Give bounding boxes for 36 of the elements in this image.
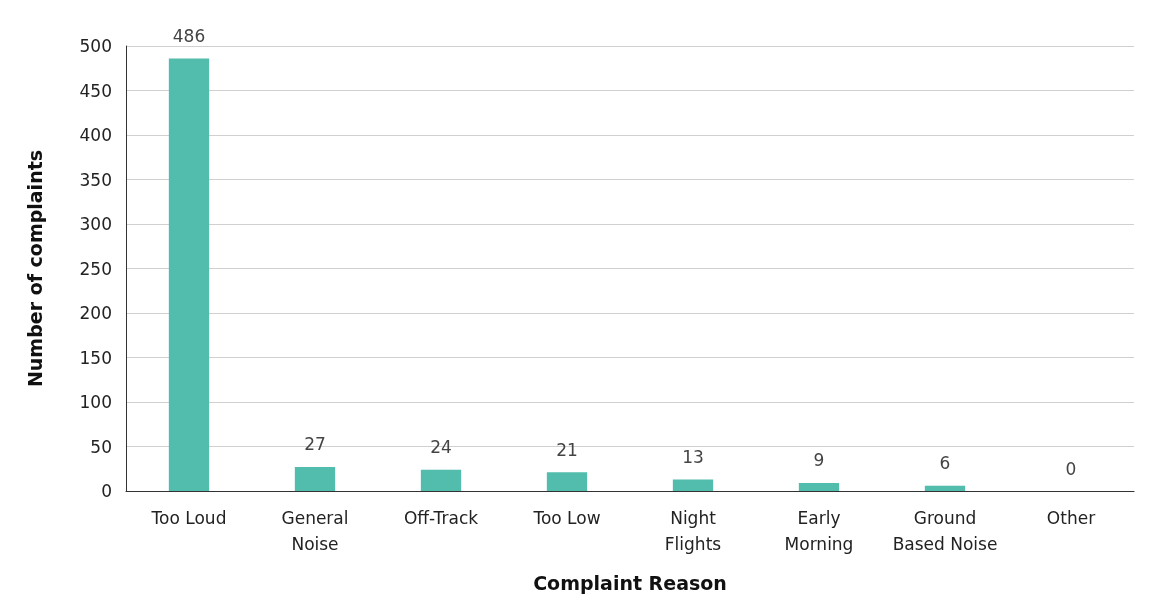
y-tick-label: 450 — [79, 80, 112, 101]
y-tick-label: 150 — [79, 347, 112, 368]
bar — [294, 466, 336, 491]
x-tick-label: General Noise — [281, 508, 349, 554]
data-label: 6 — [939, 453, 951, 474]
y-tick-label: 300 — [79, 214, 112, 234]
bar — [546, 472, 588, 491]
data-label: 0 — [1065, 458, 1077, 479]
x-tick-label: Too Low — [532, 508, 601, 528]
y-tick-label: 200 — [79, 303, 112, 323]
data-label: 13 — [682, 446, 704, 467]
x-tick-label: Too Loud — [150, 508, 227, 528]
y-tick-label: 350 — [79, 169, 112, 190]
data-label: 24 — [430, 437, 452, 458]
bar — [798, 482, 840, 491]
x-tick-label: Ground Based Noise — [892, 508, 998, 554]
y-tick-label: 400 — [79, 125, 112, 145]
y-tick-label: 250 — [79, 258, 112, 279]
y-axis-title: Number of complaints — [23, 149, 46, 388]
x-tick-label: Other — [1046, 508, 1096, 528]
x-tick-label: Early Morning — [784, 508, 854, 554]
data-label: 9 — [813, 450, 825, 471]
data-label: 27 — [304, 434, 326, 455]
bar — [420, 469, 462, 491]
y-tick-label: 0 — [101, 481, 112, 501]
data-label: 486 — [172, 25, 206, 46]
bar — [924, 485, 966, 491]
y-tick-label: 100 — [79, 392, 112, 412]
x-tick-label: Night Flights — [664, 508, 722, 554]
bar — [168, 58, 210, 491]
data-label: 21 — [556, 439, 578, 460]
bar — [672, 479, 714, 491]
y-tick-label: 50 — [90, 436, 112, 457]
y-tick-label: 500 — [79, 36, 112, 56]
x-axis-title: Complaint Reason — [533, 571, 727, 594]
x-tick-label: Off-Track — [403, 508, 479, 528]
